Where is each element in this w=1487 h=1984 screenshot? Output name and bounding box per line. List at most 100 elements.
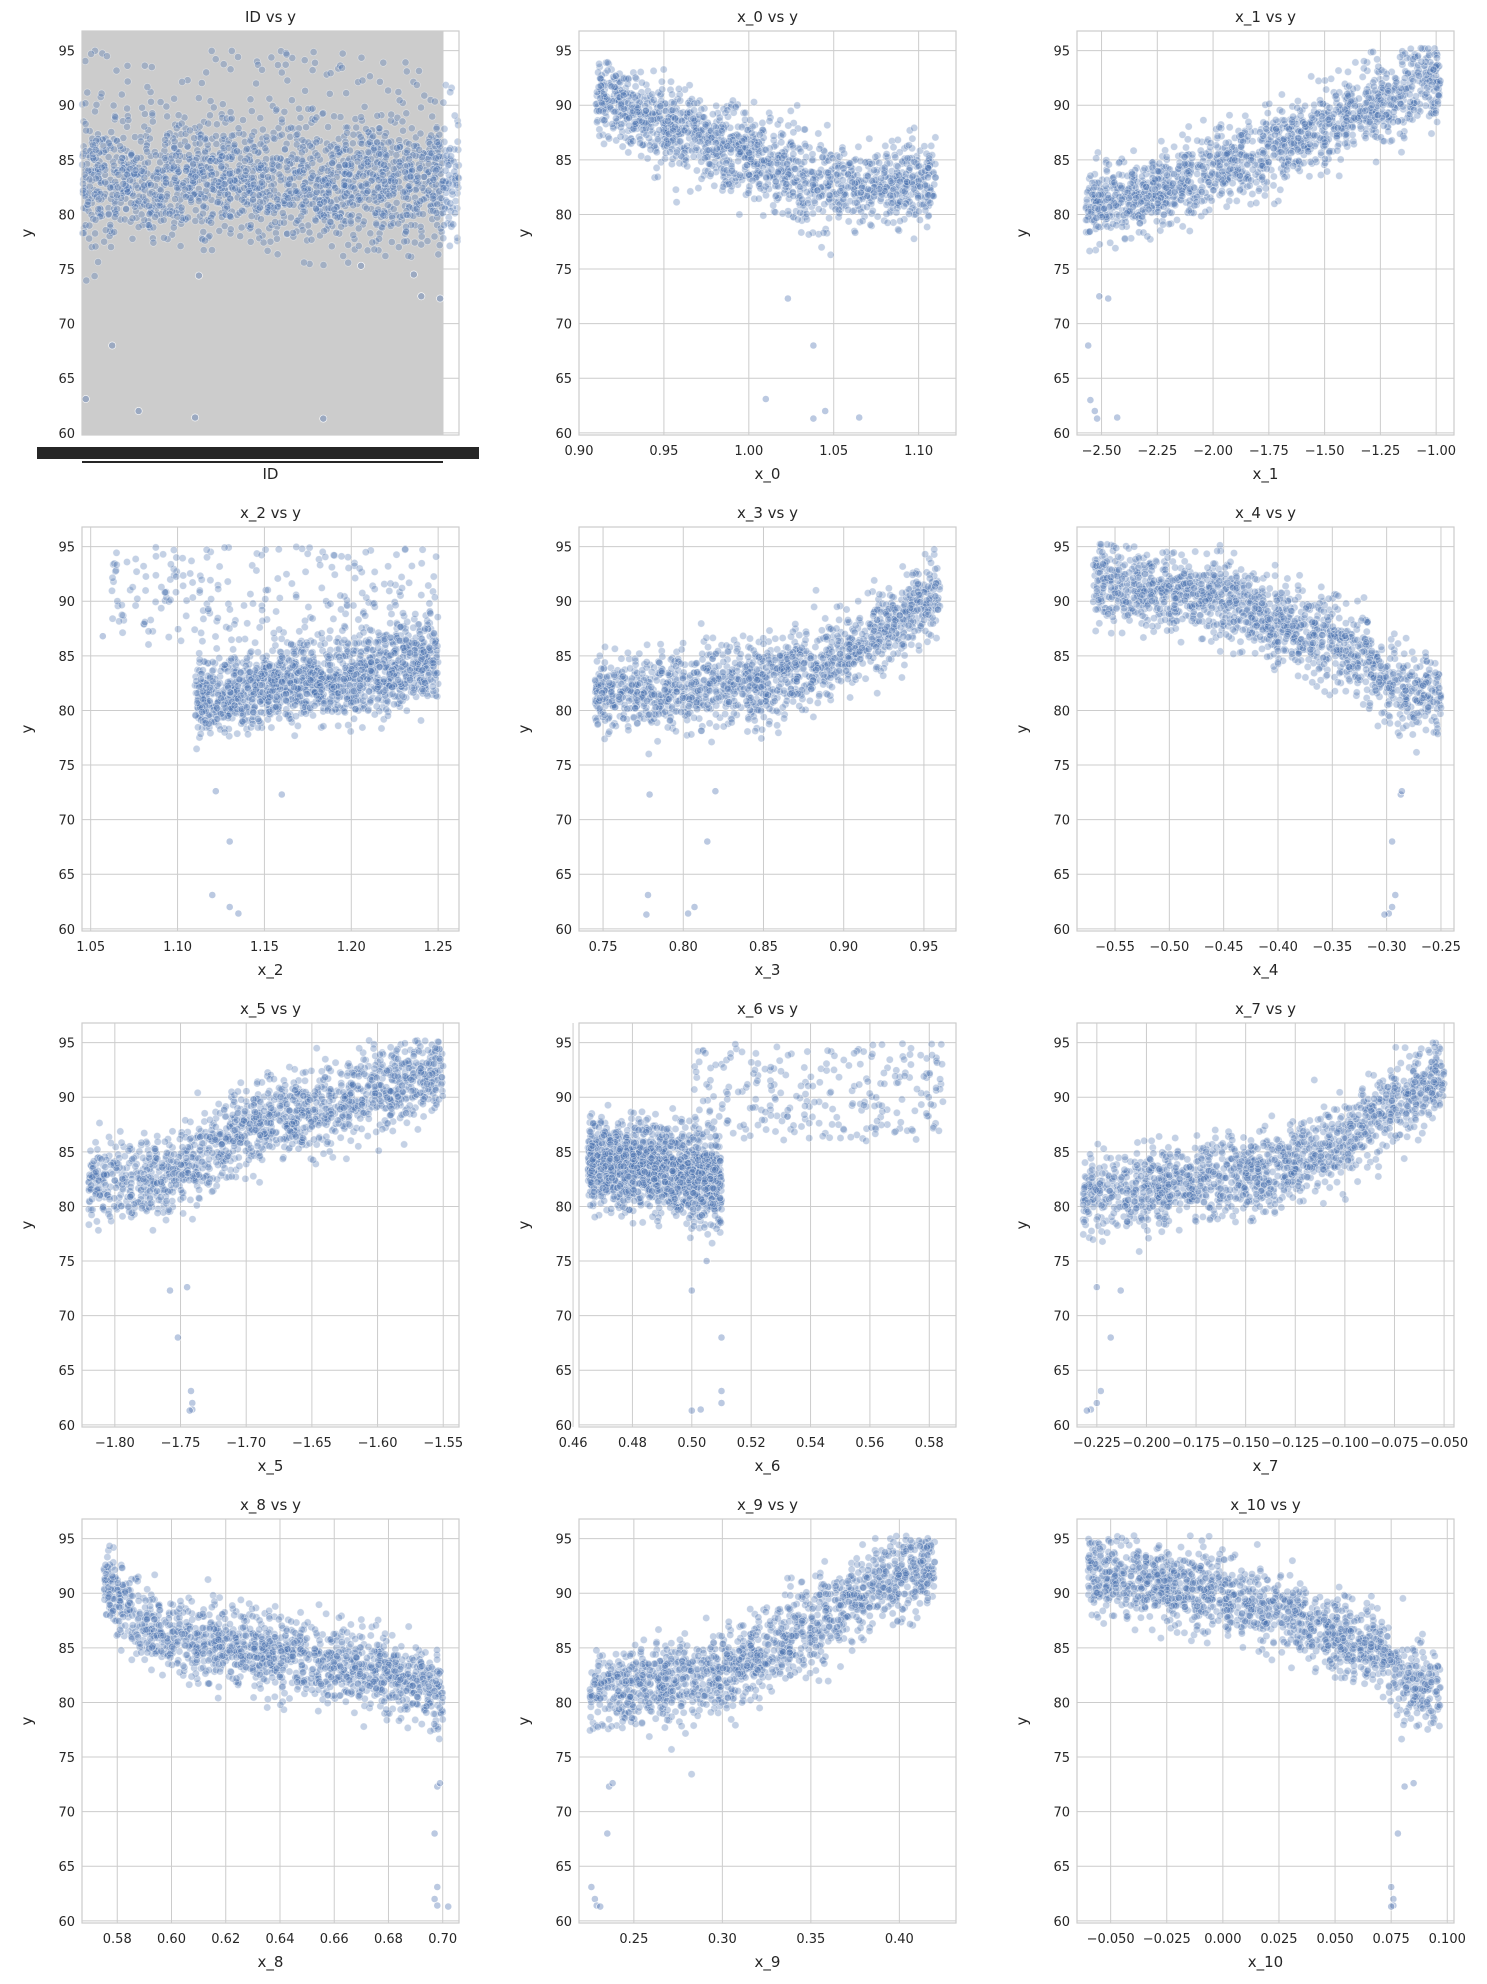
data-point (1162, 183, 1171, 192)
data-point (1379, 121, 1388, 130)
data-point (672, 185, 680, 194)
data-point (1365, 118, 1374, 126)
data-point (112, 66, 121, 75)
data-point (213, 198, 222, 206)
data-point (311, 216, 320, 225)
data-point (129, 191, 138, 200)
data-point (323, 166, 332, 175)
data-point (414, 173, 423, 182)
data-point (395, 96, 404, 105)
data-point (798, 171, 807, 180)
data-point (246, 237, 255, 246)
data-point (797, 228, 806, 237)
data-point (1244, 118, 1253, 126)
data-point (1247, 155, 1255, 164)
data-point (1125, 194, 1134, 202)
data-point (1294, 156, 1303, 165)
data-point (1182, 143, 1190, 152)
outlier-point (821, 407, 830, 415)
data-point (133, 153, 142, 162)
data-point (277, 130, 286, 139)
data-point (772, 177, 780, 186)
data-point (1307, 72, 1316, 81)
data-point (1128, 169, 1137, 178)
data-point (162, 178, 170, 187)
data-point (226, 225, 235, 234)
data-point (1262, 164, 1271, 173)
data-point (931, 133, 940, 142)
data-point (1184, 122, 1193, 131)
data-point (1392, 78, 1401, 87)
data-point (717, 126, 726, 135)
data-point (1121, 234, 1129, 243)
data-point (1095, 240, 1104, 249)
data-point (671, 114, 679, 123)
data-point (301, 197, 310, 206)
scatter-points (78, 46, 463, 423)
y-tick-label: 90 (58, 99, 75, 114)
data-point (446, 199, 455, 208)
data-point (705, 159, 713, 168)
data-point (723, 106, 732, 115)
data-point (194, 94, 203, 102)
data-point (1324, 115, 1333, 124)
data-point (122, 204, 130, 213)
data-point (267, 53, 276, 62)
data-point (361, 124, 370, 133)
data-point (258, 65, 266, 74)
data-point (1218, 167, 1227, 176)
data-point (1396, 53, 1404, 61)
data-point (755, 130, 764, 139)
data-point (1259, 149, 1267, 158)
data-point (195, 139, 204, 148)
data-point (1263, 109, 1272, 117)
data-point (127, 199, 135, 208)
data-point (826, 250, 835, 259)
data-point (280, 218, 288, 227)
data-point (1289, 112, 1297, 121)
data-point (286, 123, 295, 132)
data-point (723, 142, 732, 150)
data-point (399, 126, 407, 135)
data-point (1406, 98, 1415, 106)
data-point (420, 91, 429, 100)
data-point (703, 146, 712, 155)
data-point (149, 238, 158, 247)
data-point (1356, 122, 1365, 131)
data-point (257, 215, 265, 224)
data-point (181, 192, 190, 201)
data-point (863, 172, 872, 181)
data-point (889, 143, 898, 152)
data-point (1333, 124, 1342, 132)
data-point (1306, 139, 1314, 148)
data-point (1144, 205, 1153, 214)
data-point (231, 184, 240, 193)
data-point (400, 187, 409, 196)
data-point (1161, 146, 1169, 155)
data-point (333, 213, 342, 222)
data-point (211, 156, 220, 165)
data-point (797, 147, 805, 156)
data-point (926, 199, 935, 207)
data-point (1226, 189, 1235, 198)
data-point (111, 113, 120, 122)
data-point (206, 164, 215, 173)
data-point (349, 201, 357, 210)
data-point (1213, 132, 1222, 140)
data-point (669, 126, 677, 135)
data-point (1321, 155, 1329, 163)
data-point (429, 175, 438, 184)
data-point (249, 190, 258, 199)
data-point (868, 206, 877, 215)
data-point (176, 242, 185, 250)
data-point (200, 194, 209, 203)
data-point (1188, 150, 1197, 159)
data-point (394, 219, 403, 228)
data-point (226, 108, 235, 116)
data-point (356, 133, 365, 141)
data-point (362, 204, 371, 213)
data-point (735, 210, 744, 219)
data-point (226, 65, 235, 74)
data-point (1086, 171, 1095, 180)
data-point (924, 173, 932, 182)
